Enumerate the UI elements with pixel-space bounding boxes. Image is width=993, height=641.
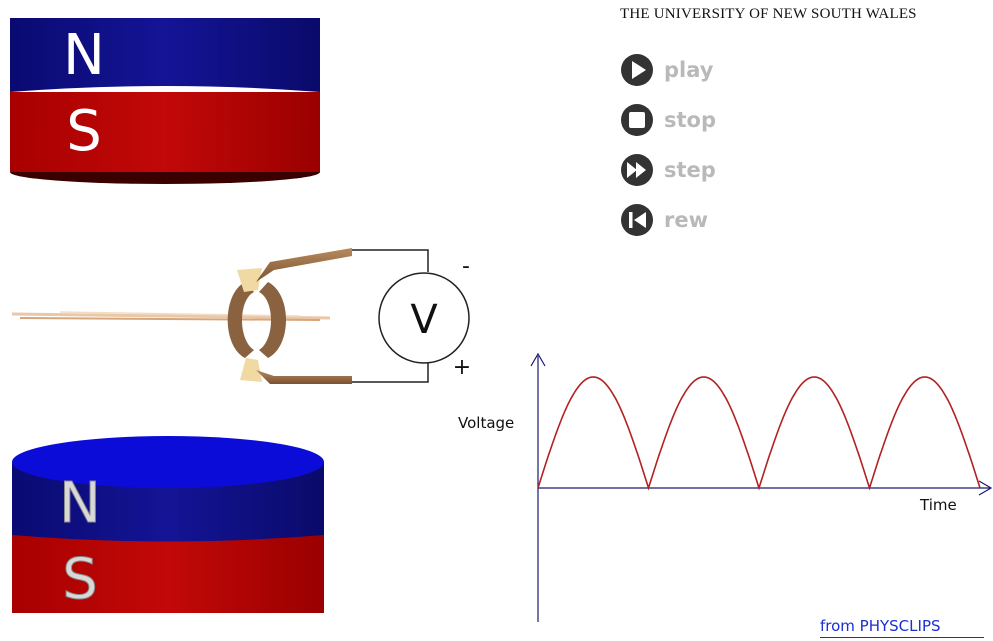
voltmeter: V - +: [378, 254, 471, 380]
graph-y-axis-label: Voltage: [458, 414, 514, 432]
top-magnet-south-pole: [10, 92, 320, 172]
circuit-wires: [352, 249, 429, 383]
play-button-label: play: [664, 58, 714, 82]
top-magnet: N S: [10, 18, 320, 184]
credit-underline: [820, 637, 984, 638]
graph-y-axis-arrow: [530, 352, 546, 367]
step-button-label: step: [664, 158, 716, 182]
stop-button[interactable]: stop: [620, 102, 716, 138]
play-button[interactable]: play: [620, 52, 713, 88]
rewind-button[interactable]: rew: [620, 202, 708, 238]
voltmeter-minus-terminal: -: [462, 254, 470, 279]
play-icon: [621, 54, 653, 86]
top-magnet-north-label: N: [63, 23, 105, 88]
lower-brush: [256, 370, 352, 384]
physclips-credit-link[interactable]: from PHYSCLIPS: [820, 617, 941, 635]
split-ring-commutator: [227, 268, 286, 382]
voltage-curve-series: [537, 376, 981, 491]
step-button[interactable]: step: [620, 152, 716, 188]
bottom-magnet-north-label: N: [59, 471, 101, 536]
bottom-magnet-south-label: S: [62, 547, 98, 612]
rewind-icon: [621, 204, 653, 236]
bottom-magnet-south-pole: [12, 535, 324, 613]
graph-x-axis-arrow: [978, 480, 993, 496]
stop-button-label: stop: [664, 108, 716, 132]
bottom-magnet-top-face: [12, 436, 324, 488]
rewind-button-label: rew: [664, 208, 708, 232]
top-magnet-south-label: S: [66, 99, 102, 164]
step-icon: [621, 154, 653, 186]
upper-brush: [256, 248, 352, 282]
brushes: [256, 248, 352, 384]
top-magnet-north-pole: [10, 18, 320, 92]
voltage-time-graph: Voltage Time: [458, 352, 993, 622]
voltmeter-plus-terminal: +: [453, 355, 471, 380]
university-title: THE UNIVERSITY OF NEW SOUTH WALES: [620, 6, 917, 22]
voltmeter-label: V: [410, 297, 438, 343]
bottom-magnet: N S: [12, 436, 324, 613]
stop-icon: [621, 104, 653, 136]
graph-x-axis-label: Time: [919, 496, 957, 514]
